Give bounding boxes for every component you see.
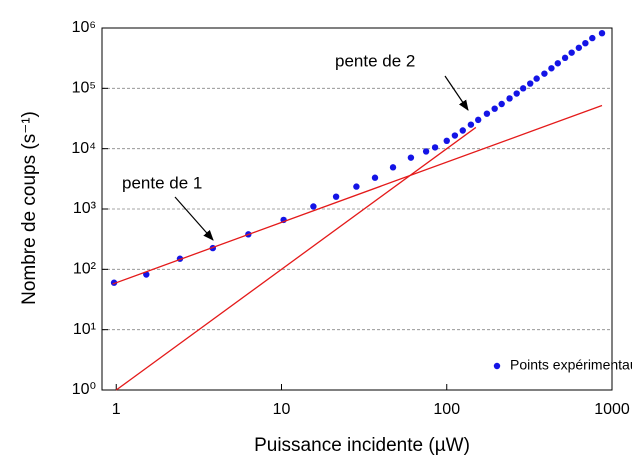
x-axis-title: Puissance incidente (µW)	[254, 435, 470, 456]
data-point	[407, 154, 415, 161]
y-tick-label: 10²	[73, 261, 97, 278]
data-point	[483, 110, 491, 117]
data-point	[467, 121, 475, 128]
data-point	[598, 29, 606, 37]
data-point	[431, 144, 439, 151]
annotation: pente de 1	[122, 173, 202, 192]
legend-marker	[493, 362, 501, 370]
data-point	[513, 90, 520, 97]
fit-line	[112, 104, 603, 285]
y-axis-title: Nombre de coups (s⁻¹)	[19, 111, 40, 305]
data-point	[575, 44, 583, 51]
y-tick-label: 10⁴	[71, 140, 96, 157]
data-point	[548, 65, 555, 72]
x-tick-label: 100	[433, 401, 460, 418]
data-point	[422, 148, 430, 155]
data-point	[371, 174, 379, 181]
y-tick-label: 10¹	[73, 321, 96, 338]
data-point	[353, 183, 360, 190]
data-point	[568, 49, 575, 56]
legend-label: Points expérimentaux	[510, 357, 632, 373]
y-tick-label: 10³	[73, 200, 97, 217]
x-tick-label: 10	[273, 401, 291, 418]
annotation-arrow	[444, 75, 469, 111]
data-point	[475, 116, 482, 124]
y-tick-label: 10⁰	[72, 381, 96, 398]
data-point	[561, 54, 569, 62]
data-point	[589, 34, 596, 42]
data-point	[582, 39, 589, 47]
data-point	[554, 60, 562, 67]
data-point	[541, 70, 548, 77]
data-point	[533, 75, 540, 82]
annotation: pente de 2	[335, 51, 415, 70]
data-point	[459, 127, 466, 134]
data-point	[110, 279, 118, 286]
data-point	[443, 137, 450, 145]
y-tick-label: 10⁶	[72, 19, 96, 36]
data-point	[491, 105, 498, 112]
data-point	[389, 164, 397, 171]
data-point	[310, 203, 317, 210]
data-point	[332, 193, 340, 200]
data-point	[451, 132, 459, 139]
data-point	[527, 80, 534, 87]
plot-frame	[101, 27, 613, 391]
data-point	[498, 100, 505, 108]
x-tick-label: 1	[112, 401, 121, 418]
x-tick-label: 1000	[594, 401, 630, 418]
fit-line	[115, 126, 477, 391]
data-point	[519, 85, 527, 92]
y-tick-label: 10⁵	[72, 80, 96, 97]
annotation-arrow	[174, 196, 214, 241]
data-point	[506, 95, 513, 102]
